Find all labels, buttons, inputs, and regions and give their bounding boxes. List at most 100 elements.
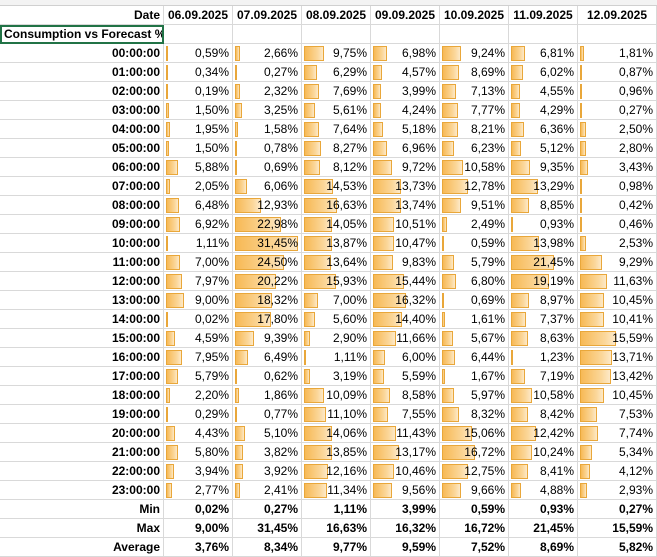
empty-cell[interactable] bbox=[578, 25, 657, 44]
data-cell[interactable]: 2,50% bbox=[578, 120, 657, 139]
data-cell[interactable]: 9,83% bbox=[371, 253, 440, 272]
data-cell[interactable]: 4,29% bbox=[509, 101, 578, 120]
data-cell[interactable]: 1,81% bbox=[578, 44, 657, 63]
data-cell[interactable]: 3,99% bbox=[371, 82, 440, 101]
data-cell[interactable]: 6,49% bbox=[233, 348, 302, 367]
hour-label[interactable]: 19:00:00 bbox=[0, 405, 164, 424]
summary-value[interactable]: 16,32% bbox=[371, 519, 440, 538]
data-cell[interactable]: 1,50% bbox=[164, 101, 233, 120]
data-cell[interactable]: 0,02% bbox=[164, 310, 233, 329]
data-cell[interactable]: 7,53% bbox=[578, 405, 657, 424]
data-cell[interactable]: 10,58% bbox=[509, 386, 578, 405]
data-cell[interactable]: 1,67% bbox=[440, 367, 509, 386]
data-cell[interactable]: 13,29% bbox=[509, 177, 578, 196]
data-cell[interactable]: 13,64% bbox=[302, 253, 371, 272]
data-cell[interactable]: 15,44% bbox=[371, 272, 440, 291]
data-cell[interactable]: 9,29% bbox=[578, 253, 657, 272]
empty-cell[interactable] bbox=[164, 25, 233, 44]
data-cell[interactable]: 8,85% bbox=[509, 196, 578, 215]
data-cell[interactable]: 4,43% bbox=[164, 424, 233, 443]
data-cell[interactable]: 10,45% bbox=[578, 386, 657, 405]
data-cell[interactable]: 8,97% bbox=[509, 291, 578, 310]
data-cell[interactable]: 6,29% bbox=[302, 63, 371, 82]
data-cell[interactable]: 11,63% bbox=[578, 272, 657, 291]
date-column-header[interactable]: 11.09.2025 bbox=[509, 6, 578, 25]
data-cell[interactable]: 0,19% bbox=[164, 82, 233, 101]
data-cell[interactable]: 1,86% bbox=[233, 386, 302, 405]
summary-value[interactable]: 16,63% bbox=[302, 519, 371, 538]
data-cell[interactable]: 1,58% bbox=[233, 120, 302, 139]
data-cell[interactable]: 12,78% bbox=[440, 177, 509, 196]
data-cell[interactable]: 1,23% bbox=[509, 348, 578, 367]
data-cell[interactable]: 7,55% bbox=[371, 405, 440, 424]
hour-label[interactable]: 09:00:00 bbox=[0, 215, 164, 234]
hour-label[interactable]: 16:00:00 bbox=[0, 348, 164, 367]
data-cell[interactable]: 7,69% bbox=[302, 82, 371, 101]
data-cell[interactable]: 0,59% bbox=[440, 234, 509, 253]
empty-cell[interactable] bbox=[371, 25, 440, 44]
data-cell[interactable]: 11,66% bbox=[371, 329, 440, 348]
data-cell[interactable]: 13,87% bbox=[302, 234, 371, 253]
data-cell[interactable]: 2,05% bbox=[164, 177, 233, 196]
data-cell[interactable]: 7,64% bbox=[302, 120, 371, 139]
hour-label[interactable]: 17:00:00 bbox=[0, 367, 164, 386]
data-cell[interactable]: 0,78% bbox=[233, 139, 302, 158]
data-cell[interactable]: 17,80% bbox=[233, 310, 302, 329]
data-cell[interactable]: 7,37% bbox=[509, 310, 578, 329]
data-cell[interactable]: 8,63% bbox=[509, 329, 578, 348]
data-cell[interactable]: 2,53% bbox=[578, 234, 657, 253]
data-cell[interactable]: 0,34% bbox=[164, 63, 233, 82]
data-cell[interactable]: 10,58% bbox=[440, 158, 509, 177]
summary-label[interactable]: Average bbox=[0, 538, 164, 557]
data-cell[interactable]: 6,96% bbox=[371, 139, 440, 158]
summary-value[interactable]: 21,45% bbox=[509, 519, 578, 538]
data-cell[interactable]: 6,98% bbox=[371, 44, 440, 63]
data-cell[interactable]: 8,69% bbox=[440, 63, 509, 82]
data-cell[interactable]: 13,42% bbox=[578, 367, 657, 386]
hour-label[interactable]: 10:00:00 bbox=[0, 234, 164, 253]
date-column-header[interactable]: 09.09.2025 bbox=[371, 6, 440, 25]
data-cell[interactable]: 0,77% bbox=[233, 405, 302, 424]
data-cell[interactable]: 6,80% bbox=[440, 272, 509, 291]
empty-cell[interactable] bbox=[233, 25, 302, 44]
data-cell[interactable]: 5,79% bbox=[440, 253, 509, 272]
data-cell[interactable]: 10,46% bbox=[371, 462, 440, 481]
data-cell[interactable]: 0,42% bbox=[578, 196, 657, 215]
empty-cell[interactable] bbox=[302, 25, 371, 44]
data-cell[interactable]: 8,32% bbox=[440, 405, 509, 424]
data-cell[interactable]: 7,00% bbox=[302, 291, 371, 310]
hour-label[interactable]: 20:00:00 bbox=[0, 424, 164, 443]
data-cell[interactable]: 2,90% bbox=[302, 329, 371, 348]
data-cell[interactable]: 3,82% bbox=[233, 443, 302, 462]
summary-value[interactable]: 8,69% bbox=[509, 538, 578, 557]
data-cell[interactable]: 8,42% bbox=[509, 405, 578, 424]
summary-value[interactable]: 31,45% bbox=[233, 519, 302, 538]
data-cell[interactable]: 2,80% bbox=[578, 139, 657, 158]
hour-label[interactable]: 00:00:00 bbox=[0, 44, 164, 63]
data-cell[interactable]: 10,51% bbox=[371, 215, 440, 234]
data-cell[interactable]: 12,42% bbox=[509, 424, 578, 443]
data-cell[interactable]: 7,00% bbox=[164, 253, 233, 272]
hour-label[interactable]: 14:00:00 bbox=[0, 310, 164, 329]
data-cell[interactable]: 22,98% bbox=[233, 215, 302, 234]
data-cell[interactable]: 13,98% bbox=[509, 234, 578, 253]
hour-label[interactable]: 23:00:00 bbox=[0, 481, 164, 500]
data-cell[interactable]: 0,29% bbox=[164, 405, 233, 424]
data-cell[interactable]: 0,96% bbox=[578, 82, 657, 101]
data-cell[interactable]: 14,53% bbox=[302, 177, 371, 196]
data-cell[interactable]: 6,36% bbox=[509, 120, 578, 139]
data-cell[interactable]: 5,97% bbox=[440, 386, 509, 405]
data-cell[interactable]: 6,02% bbox=[509, 63, 578, 82]
data-cell[interactable]: 9,51% bbox=[440, 196, 509, 215]
data-cell[interactable]: 4,12% bbox=[578, 462, 657, 481]
date-column-header[interactable]: 07.09.2025 bbox=[233, 6, 302, 25]
data-cell[interactable]: 5,61% bbox=[302, 101, 371, 120]
data-cell[interactable]: 2,93% bbox=[578, 481, 657, 500]
data-cell[interactable]: 8,41% bbox=[509, 462, 578, 481]
data-cell[interactable]: 4,55% bbox=[509, 82, 578, 101]
data-cell[interactable]: 18,32% bbox=[233, 291, 302, 310]
date-column-header[interactable]: 08.09.2025 bbox=[302, 6, 371, 25]
summary-value[interactable]: 15,59% bbox=[578, 519, 657, 538]
summary-value[interactable]: 5,82% bbox=[578, 538, 657, 557]
data-cell[interactable]: 0,46% bbox=[578, 215, 657, 234]
